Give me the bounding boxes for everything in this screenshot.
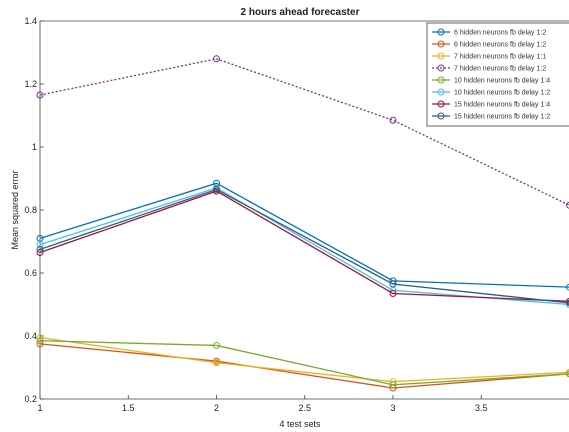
legend-marker (437, 76, 445, 84)
y-tick-label: 1.2 (24, 79, 37, 89)
series-line (39, 182, 569, 288)
legend-label: 10 hidden neurons fb delay 1:2 (454, 90, 550, 97)
legend-marker (437, 28, 445, 36)
x-tick-label: 1.5 (122, 403, 135, 413)
series-8 (36, 186, 569, 307)
x-tick-label: 1 (37, 403, 42, 413)
y-tick-label: 0.4 (24, 331, 37, 341)
y-tick-label: 1.4 (24, 16, 37, 26)
data-point (389, 116, 397, 124)
y-tick-label: 0.2 (24, 394, 37, 404)
x-axis-title: 4 test sets (279, 419, 321, 429)
legend: 6 hidden neurons fb delay 1:2 6 hidden ne… (426, 22, 569, 127)
y-axis-title: Mean squared error (10, 170, 20, 249)
series-4 (36, 55, 569, 209)
legend-marker (437, 100, 445, 108)
series-line (39, 190, 569, 302)
legend-label: 15 hidden neurons fb delay 1:4 (454, 102, 550, 109)
legend-label: 6 hidden neurons fb delay 1:2 (454, 42, 546, 49)
legend-label: 6 hidden neurons fb delay 1:2 (454, 30, 546, 37)
data-point (566, 283, 569, 291)
legend-box (426, 22, 569, 127)
x-ticks: 1 1.5 2 2.5 3 3.5 (37, 395, 488, 413)
x-tick-label: 2 (214, 403, 219, 413)
data-point (36, 245, 44, 253)
data-point (36, 334, 44, 342)
series-line (39, 58, 569, 206)
data-point (389, 381, 397, 389)
legend-label: 15 hidden neurons fb delay 1:2 (454, 114, 550, 121)
data-point (213, 55, 220, 63)
data-point (389, 289, 397, 297)
legend-marker (437, 88, 445, 96)
data-point (566, 299, 569, 307)
y-ticks: 0.2 0.4 0.6 0.8 1 1.2 1.4 (24, 16, 44, 404)
series-5 (36, 337, 569, 389)
data-point (36, 249, 44, 257)
series-line (39, 336, 569, 383)
data-point (213, 359, 220, 367)
data-point (36, 91, 44, 99)
data-point (389, 280, 397, 288)
legend-label: 10 hidden neurons fb delay 1:4 (454, 78, 550, 85)
y-tick-label: 0.8 (24, 205, 37, 215)
series-line (39, 343, 569, 389)
legend-marker (437, 64, 445, 72)
x-tick-label: 2.5 (298, 403, 311, 413)
series-line (39, 340, 569, 386)
series-layer (36, 55, 569, 392)
y-tick-label: 1 (32, 142, 37, 152)
y-tick-label: 0.6 (24, 268, 37, 278)
legend-marker (437, 52, 445, 60)
legend-label: 7 hidden neurons fb delay 1:1 (454, 54, 546, 61)
legend-marker (437, 112, 445, 120)
data-point (36, 337, 44, 345)
data-point (213, 186, 220, 194)
data-point (213, 341, 220, 349)
data-point (36, 241, 44, 249)
legend-label: 7 hidden neurons fb delay 1:2 (454, 66, 546, 73)
chart-title: 2 hours ahead forecaster (241, 7, 360, 18)
data-point (566, 370, 569, 378)
data-point (566, 201, 569, 209)
legend-marker (437, 40, 445, 48)
series-line (39, 188, 569, 304)
x-tick-label: 3 (390, 403, 395, 413)
x-tick-label: 3.5 (475, 403, 488, 413)
